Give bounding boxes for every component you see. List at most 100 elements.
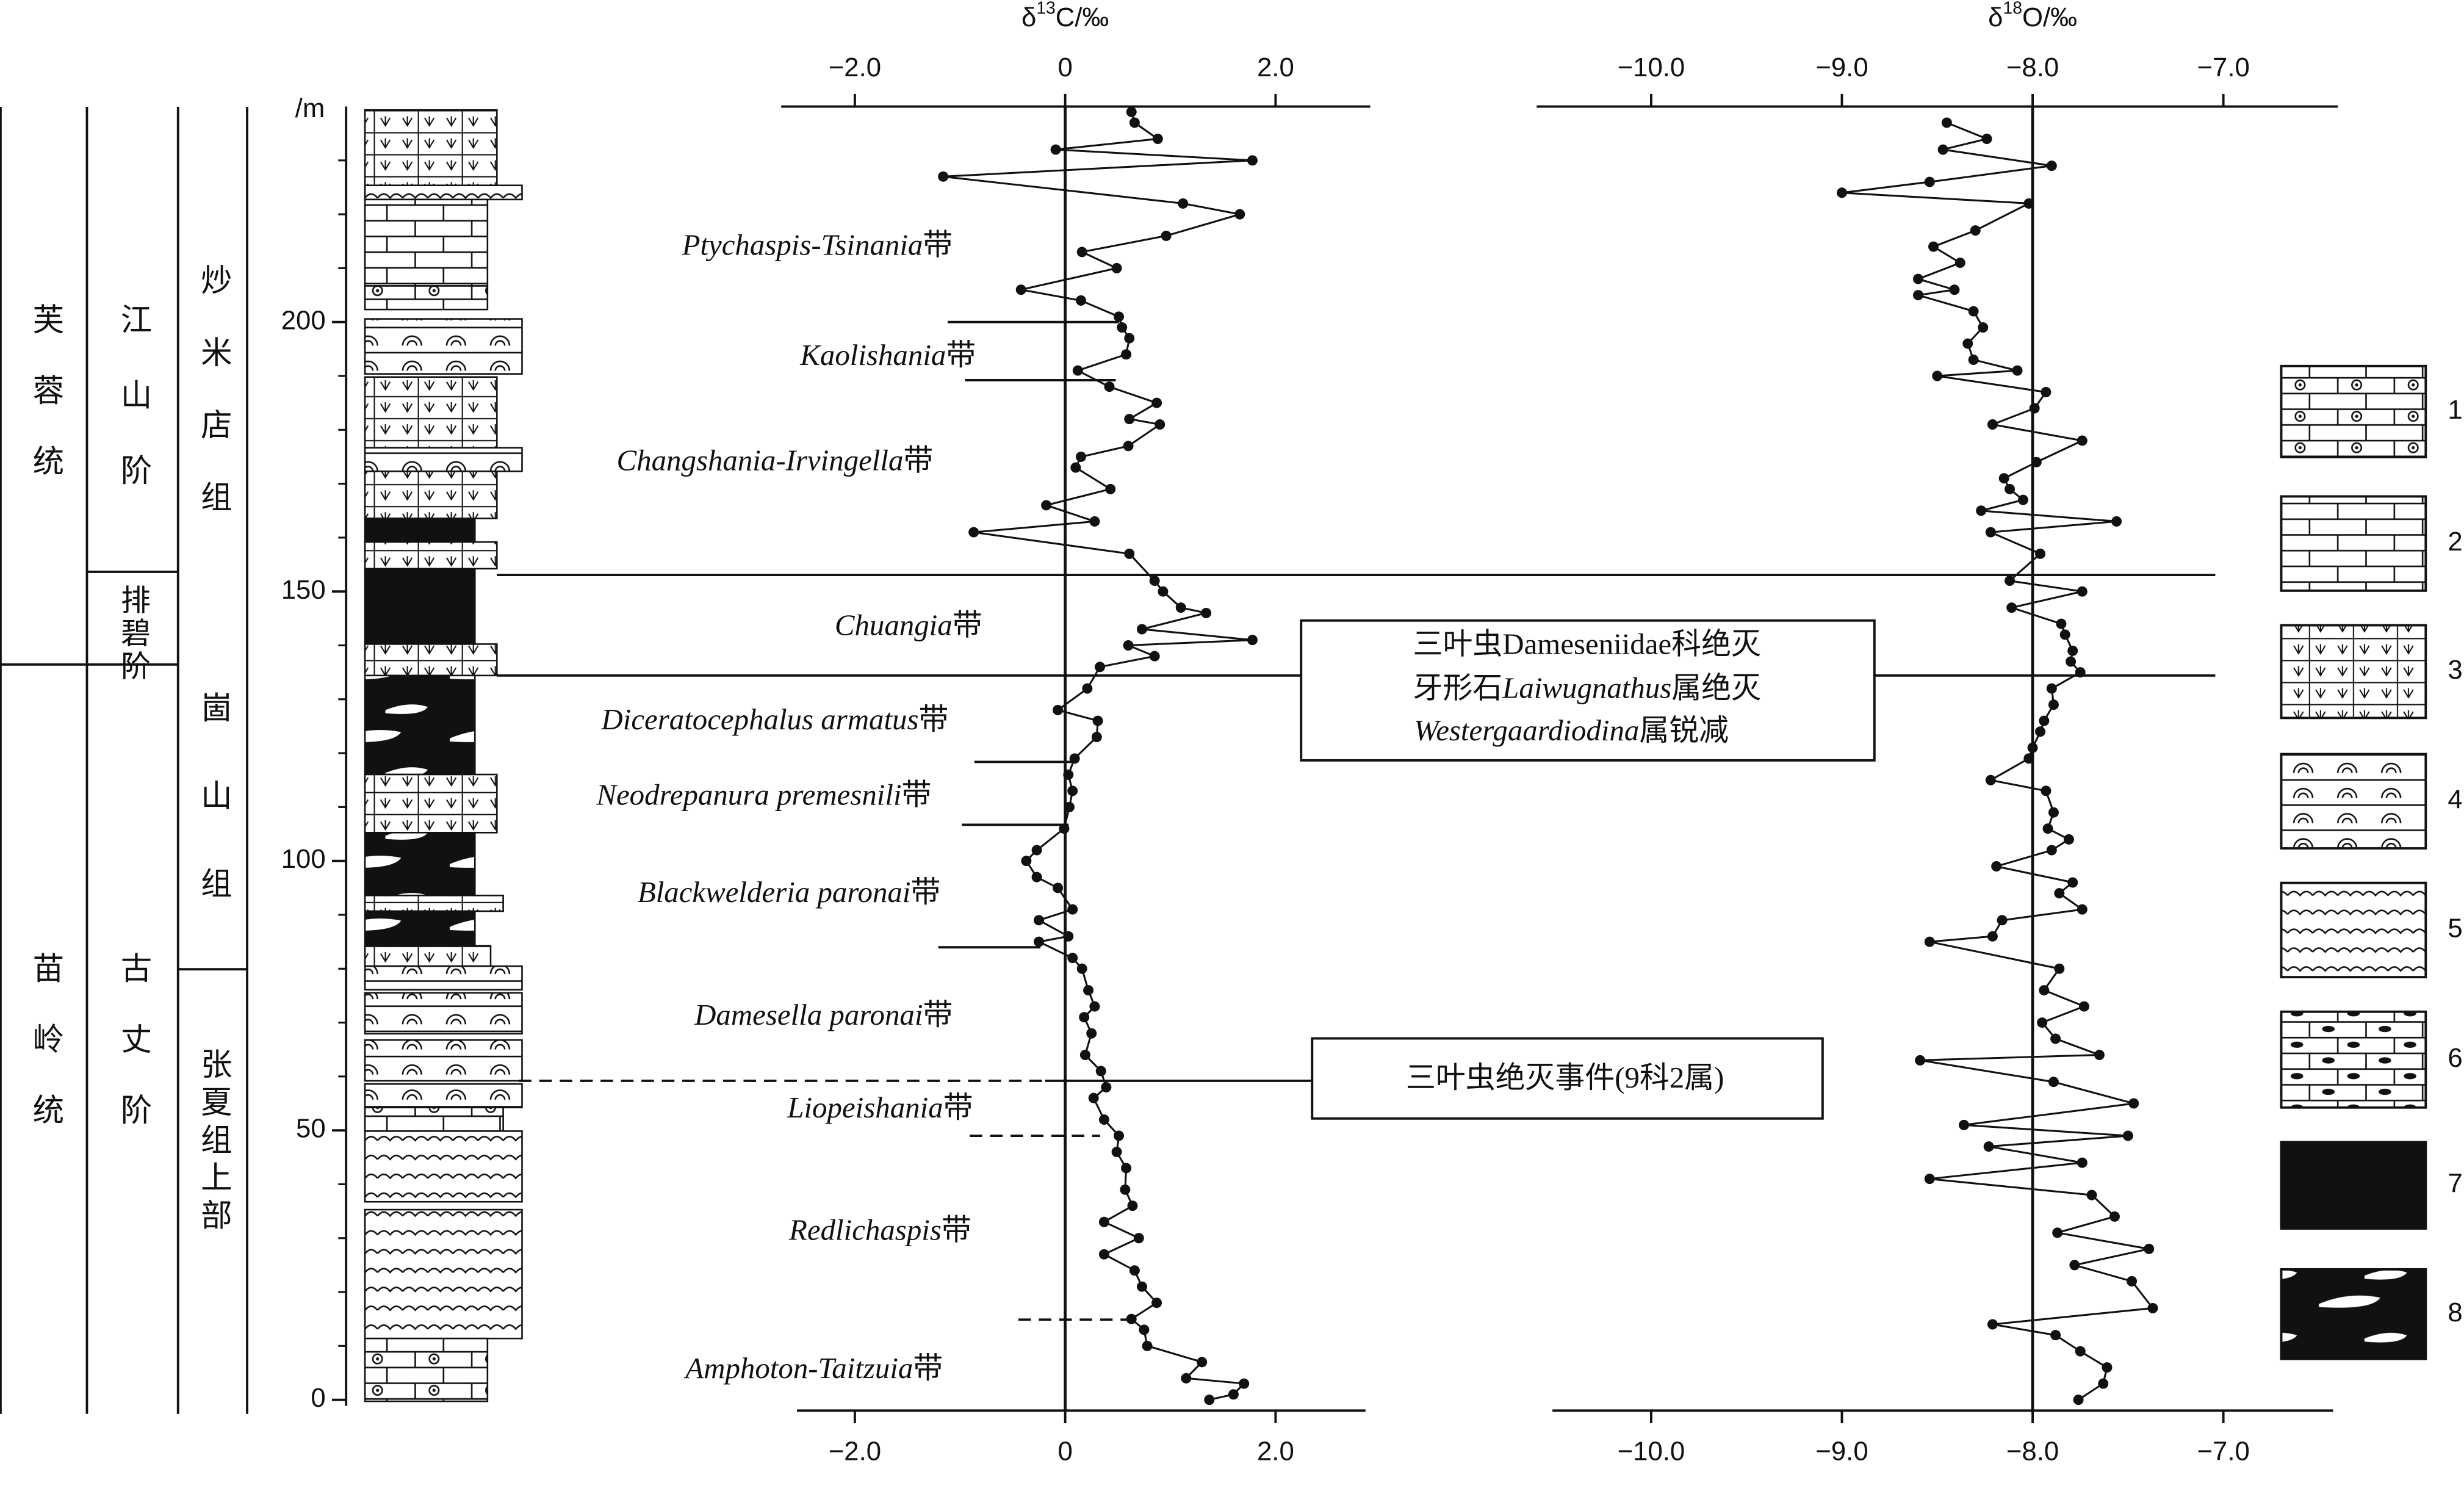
lithology-layer xyxy=(364,198,489,287)
legend-swatch xyxy=(2280,752,2427,850)
data-point xyxy=(1161,230,1172,241)
annotation: 三叶虫Dameseniidae科绝灭 xyxy=(1413,627,1761,661)
data-point xyxy=(2031,457,2042,467)
data-point xyxy=(1021,856,1032,867)
lithology-layer xyxy=(364,1083,523,1109)
annotation-part: 牙形石 xyxy=(1413,671,1503,705)
data-point xyxy=(1114,311,1125,322)
data-point xyxy=(1142,1340,1153,1351)
lithology-layer xyxy=(364,643,498,677)
zone-label: Blackwelderia paronai带 xyxy=(638,875,941,909)
annotation-part: 属锐减 xyxy=(1639,713,1729,747)
legend-swatch xyxy=(2280,495,2427,592)
axis-label: /m xyxy=(295,93,325,123)
data-point xyxy=(2017,494,2028,505)
annotation-box xyxy=(1300,619,1876,762)
data-point xyxy=(2102,1362,2113,1373)
lithology-layer xyxy=(364,541,498,570)
tick-label: −9.0 xyxy=(1815,1437,1868,1467)
data-point xyxy=(2023,198,2034,209)
data-point xyxy=(1111,1146,1122,1157)
data-point xyxy=(1117,322,1128,333)
data-point xyxy=(1053,704,1064,715)
annotation-part: 属绝灭 xyxy=(1671,671,1761,705)
data-point xyxy=(1031,845,1042,856)
data-point xyxy=(1158,586,1169,597)
data-point xyxy=(1015,284,1026,295)
data-point xyxy=(1124,548,1135,559)
data-point xyxy=(2111,516,2122,527)
data-point xyxy=(1104,381,1115,392)
data-point xyxy=(2048,699,2059,710)
zone-suffix: 带 xyxy=(942,1213,971,1247)
zone-suffix: 带 xyxy=(902,778,932,812)
zone-taxon: Changshania-Irvingella xyxy=(617,444,904,477)
lithology-layer xyxy=(364,318,523,375)
strat-label: 张夏组上部 xyxy=(195,1048,231,1236)
data-point xyxy=(1050,144,1061,155)
data-point xyxy=(2046,845,2057,856)
data-point xyxy=(1088,1092,1099,1103)
data-point xyxy=(1983,1141,1994,1152)
data-point xyxy=(2048,807,2059,818)
data-point xyxy=(1041,500,1052,511)
annotation-part: Westergaardiodina xyxy=(1414,713,1639,747)
data-point xyxy=(2094,1050,2105,1061)
data-point xyxy=(2052,1227,2063,1238)
data-point xyxy=(1098,1216,1109,1227)
data-point xyxy=(2109,1211,2120,1222)
data-point xyxy=(1072,365,1083,376)
data-point xyxy=(2056,618,2067,629)
data-point xyxy=(2098,1378,2109,1389)
data-point xyxy=(1111,262,1122,273)
tick-label: 150 xyxy=(281,575,326,605)
zone-label: Ptychaspis-Tsinania带 xyxy=(682,228,953,262)
data-point xyxy=(1959,1119,1970,1130)
data-point xyxy=(1123,441,1134,452)
zone-suffix: 带 xyxy=(913,1351,943,1385)
legend-swatch xyxy=(2280,1141,2427,1230)
axis-label-part: δ xyxy=(1021,2,1036,32)
data-point xyxy=(2029,403,2040,414)
data-point xyxy=(1089,516,1100,527)
data-point xyxy=(1915,1055,1926,1066)
zone-suffix: 带 xyxy=(946,338,976,372)
data-point xyxy=(1197,1357,1208,1368)
zone-suffix: 带 xyxy=(910,875,940,909)
legend-swatch xyxy=(2280,1010,2427,1109)
tick-label: −7.0 xyxy=(2197,1437,2249,1467)
data-point xyxy=(1124,414,1135,425)
strat-label: 排碧阶 xyxy=(116,585,151,684)
data-point xyxy=(1063,931,1074,942)
axis-label-part: 18 xyxy=(2003,0,2022,18)
zone-suffix: 带 xyxy=(923,228,953,262)
lithology-layer xyxy=(364,1208,523,1340)
data-point xyxy=(1962,338,1973,349)
data-point xyxy=(1079,1050,1090,1061)
data-point xyxy=(1067,785,1078,796)
zone-label: Kaolishania带 xyxy=(799,338,976,372)
legend-swatch xyxy=(2280,624,2427,720)
zone-label: Amphoton-Taitzuia带 xyxy=(683,1351,943,1385)
tick-label: −8.0 xyxy=(2006,1437,2059,1467)
zone-suffix: 带 xyxy=(923,998,953,1031)
data-point xyxy=(1978,322,1989,333)
data-point xyxy=(2012,365,2023,376)
tick-label: 0 xyxy=(311,1383,325,1413)
annotation: Westergaardiodina属锐减 xyxy=(1414,713,1729,747)
data-point xyxy=(1981,134,1992,144)
annotation-box xyxy=(1311,1037,1824,1120)
data-point xyxy=(1247,155,1258,166)
tick-label: −2.0 xyxy=(829,52,881,82)
data-point xyxy=(1063,769,1074,780)
data-point xyxy=(1941,117,1952,128)
strat-label: 炒米店组 xyxy=(195,264,231,553)
zone-taxon: Neodrepanura premesnili xyxy=(596,778,901,812)
lithology-layer xyxy=(364,1337,489,1402)
legend-label: 4 xyxy=(2448,784,2462,814)
lithology-layer xyxy=(364,470,498,519)
lithology-layer xyxy=(364,1039,523,1082)
zone-label: Liopeishania带 xyxy=(787,1091,973,1124)
strat-label: 江山阶 xyxy=(115,303,151,530)
data-point xyxy=(1089,1001,1100,1012)
